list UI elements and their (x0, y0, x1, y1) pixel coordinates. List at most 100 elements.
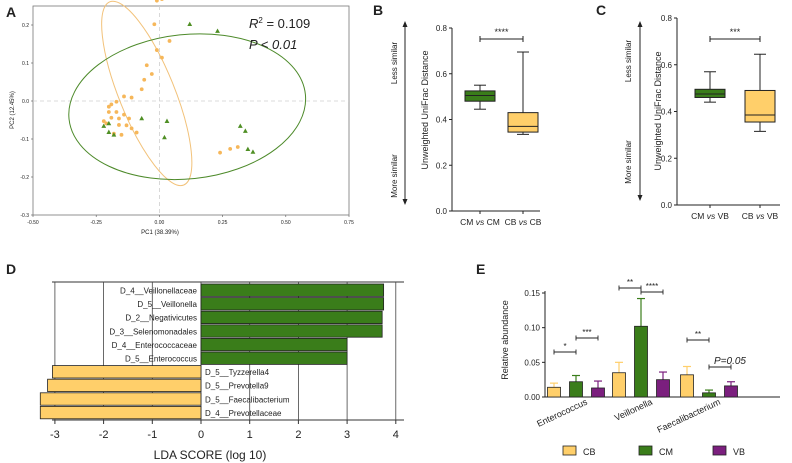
lefse-bar-cm (200, 283, 385, 297)
b-plot-area: 0.0 0.2 0.4 0.6 0.8 CM vs CM CB vs CB **** (436, 24, 542, 227)
pcoa-ellipse-cm (68, 33, 307, 181)
e-bar-vb (724, 385, 738, 398)
panel-letter-a: A (6, 4, 16, 20)
e-category-label: Faecalibacterium (656, 397, 722, 435)
box-y-tick-label: 0.2 (661, 154, 673, 163)
pcoa-x-tick-label: -0.25 (90, 220, 102, 226)
pcoa-ref-lines (33, 6, 349, 215)
e-bar-cb (547, 386, 561, 398)
lefse-taxon-label: D_3__Selenomonadales (109, 327, 197, 336)
b-y-axis-label: Unweighted UniFrac Distance (420, 50, 430, 169)
pcoa-point-cm (215, 28, 220, 33)
pcoa-point-cb (119, 132, 124, 137)
category-group-a: CM (691, 211, 704, 221)
lefse-x-tick-label: -1 (147, 429, 157, 441)
e-y-tick-label: 0.00 (524, 393, 540, 402)
lefse-bar-cb (39, 405, 202, 420)
e-significance-label: * (563, 342, 566, 351)
pcoa-y-tick-label: -0.2 (20, 175, 29, 181)
category-group-b: VB (767, 211, 779, 221)
pcoa-point-cb (117, 116, 121, 121)
pcoa-points (101, 0, 256, 155)
box-significance-stars: **** (494, 27, 509, 37)
box-panel-c: Less similar More similar Unweighted Uni… (624, 14, 780, 221)
lefse-bar-cm (200, 337, 348, 352)
box-iqr-cm (464, 90, 496, 102)
pcoa-plot-frame (32, 5, 350, 216)
pcoa-point-cm (101, 123, 107, 128)
box-iqr-cb (507, 112, 539, 133)
lefse-bar-cm (200, 351, 348, 365)
pcoa-y-tick-label: 0.2 (22, 23, 29, 29)
category-vs: vs (519, 217, 528, 227)
box-y-tick-label: 0.6 (661, 61, 673, 70)
box-y-tick-label: 0.4 (436, 116, 448, 125)
pcoa-ellipses (68, 0, 307, 187)
e-legend-swatch-cm (638, 445, 653, 456)
lefse-taxon-label: D_5__Tyzzerella4 (205, 368, 270, 377)
category-group-a: CM (460, 217, 473, 227)
e-legend-swatch-vb (712, 445, 727, 456)
category-group-b: VB (718, 211, 730, 221)
pcoa-point-cm (139, 115, 145, 121)
box-iqr-cb (744, 89, 776, 123)
category-group-a: CB (742, 211, 754, 221)
pcoa-x-ticks: -0.50 -0.25 0.00 0.25 0.50 0.75 (27, 215, 354, 226)
lefse-taxon-label: D_5__Faecalibacterium (205, 395, 290, 404)
c-less-similar-label: Less similar (624, 40, 633, 83)
e-category-label: Veillonella (613, 397, 654, 423)
panel-letter-b: B (373, 2, 383, 18)
pcoa-point-cb (235, 145, 240, 149)
e-category-label: Enterococcus (535, 397, 589, 429)
pcoa-point-cb (114, 110, 119, 114)
e-significance-label: *** (582, 328, 591, 337)
lefse-bar-cb (47, 378, 202, 393)
pcoa-point-cb (167, 39, 172, 43)
box-y-tick-label: 0.0 (436, 207, 448, 216)
box-y-tick-label: 0.8 (436, 24, 448, 33)
pcoa-point-cb (142, 77, 147, 82)
pcoa-point-cm (187, 21, 193, 27)
lefse-bar-cb (52, 365, 202, 379)
lefse-x-tick-label: 1 (247, 429, 253, 441)
pcoa-x-tick-label: 0.25 (218, 220, 228, 226)
category-group-a: CB (505, 217, 517, 227)
pcoa-p-annotation: P < 0.01 (249, 37, 297, 52)
lefse-bar-cm (200, 324, 383, 338)
pcoa-point-cb (122, 112, 126, 117)
e-legend-label: VB (733, 447, 745, 457)
lefse-taxon-label: D_4__Enterococcaceae (112, 341, 198, 350)
pcoa-y-axis-label: PC2 (12.45%) (10, 91, 16, 129)
pcoa-point-cb (149, 72, 154, 76)
lefse-x-tick-label: 2 (295, 429, 301, 441)
e-bar-vb (591, 387, 605, 398)
pcoa-y-tick-label: -0.3 (20, 213, 29, 219)
lefse-taxon-label: D_2__Negativicutes (125, 314, 197, 323)
pcoa-point-cb (228, 146, 233, 151)
lefse-x-tick-label: 4 (393, 429, 399, 441)
e-legend: CB CM VB (562, 445, 745, 457)
box-panel-b: Less similar More similar Unweighted Uni… (390, 21, 542, 227)
lefse-taxon-label: D_4__Veillonellaceae (120, 287, 198, 296)
category-vs: vs (707, 211, 716, 221)
pcoa-point-cb (109, 115, 114, 120)
category-vs: vs (476, 217, 485, 227)
box-y-tick-label: 0.0 (661, 201, 673, 210)
pcoa-point-cb (124, 123, 129, 128)
b-arrow-head-down (402, 199, 408, 205)
pcoa-x-tick-label: -0.50 (27, 220, 39, 226)
pcoa-point-cb (160, 55, 164, 60)
e-y-axis-label: Relative abundance (500, 300, 510, 380)
box-significance-stars: *** (730, 27, 741, 37)
pcoa-point-cb (129, 95, 134, 100)
lefse-x-tick-label: 3 (344, 429, 350, 441)
lefse-taxon-label: D_5__Prevotella9 (205, 382, 269, 391)
panel-letter-e: E (476, 261, 485, 277)
pcoa-r2-annotation: R2 = 0.109 (249, 16, 310, 31)
abundance-panel: Relative abundance 0.000.050.100.15*****… (500, 278, 780, 457)
pcoa-point-cb (218, 150, 222, 155)
b-less-similar-label: Less similar (390, 42, 399, 85)
e-y-tick-label: 0.05 (524, 358, 540, 367)
e-significance-label: ** (695, 330, 701, 339)
